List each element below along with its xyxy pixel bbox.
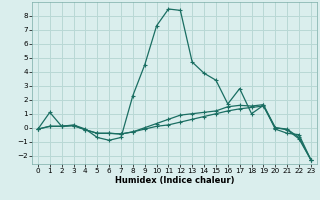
X-axis label: Humidex (Indice chaleur): Humidex (Indice chaleur) — [115, 176, 234, 185]
